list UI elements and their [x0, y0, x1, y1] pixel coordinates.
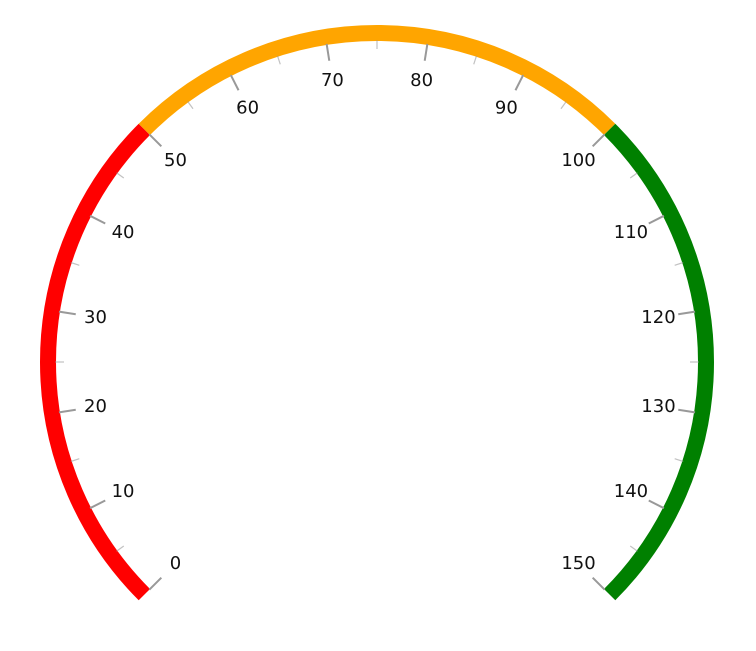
minor-tick — [473, 55, 478, 65]
minor-tick — [674, 458, 684, 463]
gauge-tick-labels: 0 10 20 30 40 50 60 70 80 90 100 110 120 130 140 150 — [84, 70, 676, 574]
tick-label: 120 — [641, 307, 675, 328]
major-tick — [648, 214, 665, 225]
major-tick — [591, 576, 606, 591]
major-tick — [514, 74, 525, 91]
major-tick — [423, 43, 429, 61]
minor-tick — [276, 55, 281, 65]
tick-label: 50 — [164, 150, 187, 171]
tick-label: 150 — [561, 553, 595, 574]
minor-tick — [116, 545, 125, 552]
gauge-ranges — [40, 25, 714, 601]
minor-tick — [629, 545, 638, 552]
minor-tick — [674, 261, 684, 266]
major-tick — [591, 133, 606, 148]
major-tick — [648, 499, 665, 510]
tick-label: 60 — [236, 98, 259, 119]
gauge-range-2 — [603, 123, 714, 601]
tick-label: 130 — [641, 396, 675, 417]
major-tick — [58, 408, 76, 414]
tick-label: 30 — [84, 307, 107, 328]
tick-label: 100 — [561, 150, 595, 171]
minor-tick — [629, 172, 638, 179]
gauge-ticks — [55, 40, 699, 591]
major-tick — [325, 43, 331, 61]
minor-tick — [70, 458, 80, 463]
tick-label: 140 — [614, 481, 648, 502]
major-tick — [89, 214, 106, 225]
major-tick — [148, 576, 163, 591]
major-tick — [58, 310, 76, 316]
major-tick — [678, 408, 696, 414]
major-tick — [678, 310, 696, 316]
gauge-range-1 — [138, 25, 616, 136]
minor-tick — [560, 101, 567, 110]
minor-tick — [70, 261, 80, 266]
tick-label: 10 — [112, 481, 135, 502]
tick-label: 80 — [410, 70, 433, 91]
tick-label: 90 — [495, 98, 518, 119]
major-tick — [89, 499, 106, 510]
tick-label: 110 — [614, 222, 648, 243]
tick-label: 20 — [84, 396, 107, 417]
tick-label: 0 — [170, 553, 181, 574]
minor-tick — [116, 172, 125, 179]
tick-label: 70 — [321, 70, 344, 91]
major-tick — [148, 133, 163, 148]
gauge-range-0 — [40, 123, 151, 601]
tick-label: 40 — [112, 222, 135, 243]
major-tick — [229, 74, 240, 91]
minor-tick — [187, 101, 194, 110]
